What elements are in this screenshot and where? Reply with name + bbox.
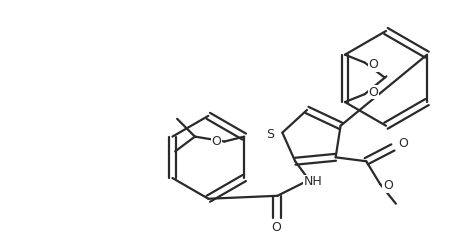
Text: NH: NH <box>303 175 322 188</box>
Text: O: O <box>212 135 221 148</box>
Text: S: S <box>266 128 274 141</box>
Text: O: O <box>383 179 393 192</box>
Text: O: O <box>272 221 281 234</box>
Text: O: O <box>369 86 378 99</box>
Text: O: O <box>398 137 408 150</box>
Text: O: O <box>369 58 378 71</box>
